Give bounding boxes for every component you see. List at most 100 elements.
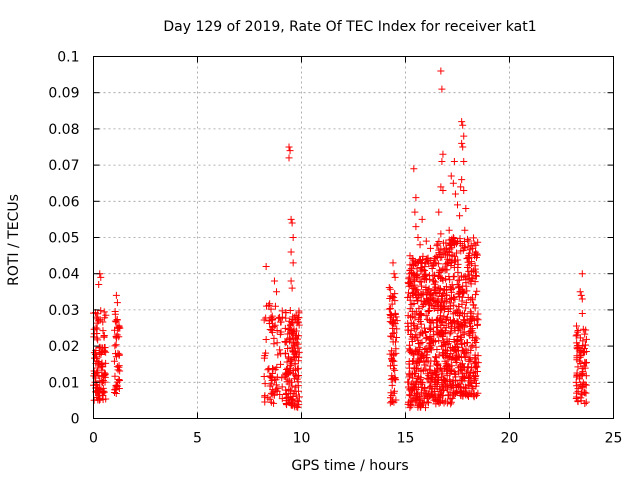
data-point <box>260 316 268 324</box>
data-point <box>391 297 399 305</box>
data-point <box>416 241 424 249</box>
data-point <box>287 215 295 223</box>
data-point <box>432 371 440 379</box>
data-point <box>411 208 419 216</box>
data-point <box>278 395 286 403</box>
data-point <box>461 323 469 331</box>
data-point <box>390 329 398 337</box>
data-point <box>416 340 424 348</box>
data-point <box>459 363 467 371</box>
data-point <box>426 275 434 283</box>
data-point <box>410 165 418 173</box>
data-point <box>469 385 477 393</box>
data-point <box>294 340 302 348</box>
data-point <box>98 359 106 367</box>
data-point <box>432 316 440 324</box>
data-point <box>413 274 421 282</box>
data-point <box>454 318 462 326</box>
data-point <box>448 285 456 293</box>
data-point <box>459 282 467 290</box>
data-point <box>391 387 399 395</box>
data-point <box>441 304 449 312</box>
data-point <box>286 357 294 365</box>
data-point <box>100 308 108 316</box>
data-point <box>467 309 475 317</box>
data-point <box>288 330 296 338</box>
data-point <box>295 332 303 340</box>
data-point <box>386 285 394 293</box>
data-point <box>406 404 414 412</box>
data-point <box>273 339 281 347</box>
data-point <box>454 201 461 209</box>
data-point <box>388 347 396 355</box>
y-tick-label: 0.03 <box>48 303 79 319</box>
data-point <box>578 384 586 392</box>
data-point <box>472 338 480 346</box>
data-point <box>449 317 457 325</box>
data-point <box>100 348 108 356</box>
data-point <box>281 373 289 381</box>
data-point <box>474 359 482 367</box>
data-point <box>443 364 451 372</box>
data-point <box>581 400 589 408</box>
data-point <box>112 341 120 349</box>
data-point <box>416 256 424 264</box>
data-point <box>425 317 433 325</box>
data-point <box>91 372 99 380</box>
data-point <box>578 295 586 303</box>
data-point <box>581 381 589 389</box>
data-point <box>457 340 465 348</box>
y-tick-label: 0.08 <box>48 122 79 138</box>
data-point <box>449 310 457 318</box>
data-point <box>470 301 478 309</box>
y-tick-label: 0.07 <box>48 158 79 174</box>
data-point <box>472 272 480 280</box>
data-point <box>467 277 475 285</box>
data-point <box>465 267 473 275</box>
data-point <box>442 377 450 385</box>
data-point <box>388 333 396 341</box>
data-point <box>274 351 282 359</box>
data-point <box>462 318 470 326</box>
data-point <box>262 262 270 270</box>
data-point <box>281 338 289 346</box>
data-point <box>285 385 293 393</box>
data-point <box>423 347 431 355</box>
data-point <box>432 283 440 291</box>
data-point <box>265 301 273 309</box>
data-point <box>419 367 427 375</box>
data-point <box>437 67 445 75</box>
data-point <box>572 378 580 386</box>
data-point <box>578 270 586 278</box>
y-tick-label: 0.01 <box>48 375 79 391</box>
data-point <box>273 288 281 296</box>
data-point <box>468 334 476 342</box>
data-point <box>409 284 417 292</box>
data-point <box>437 183 445 191</box>
data-point <box>406 296 414 304</box>
data-point <box>115 376 123 384</box>
data-point <box>461 375 469 383</box>
data-point <box>412 223 420 231</box>
x-tick-label: 0 <box>89 431 98 447</box>
data-point <box>264 366 272 374</box>
data-point <box>412 331 420 339</box>
data-point <box>573 389 581 397</box>
data-point <box>444 259 452 267</box>
data-point <box>276 313 284 321</box>
data-point <box>418 215 426 223</box>
x-tick-label: 25 <box>605 431 623 447</box>
data-point <box>472 241 480 249</box>
data-point <box>582 335 590 343</box>
data-point <box>412 360 420 368</box>
data-point <box>99 327 107 335</box>
data-point <box>575 375 583 383</box>
data-point <box>417 388 425 396</box>
data-point <box>582 359 590 367</box>
data-point <box>424 308 432 316</box>
data-point <box>281 324 289 332</box>
data-point <box>112 318 120 326</box>
data-point <box>415 304 423 312</box>
data-point <box>100 372 108 380</box>
data-point <box>411 398 419 406</box>
